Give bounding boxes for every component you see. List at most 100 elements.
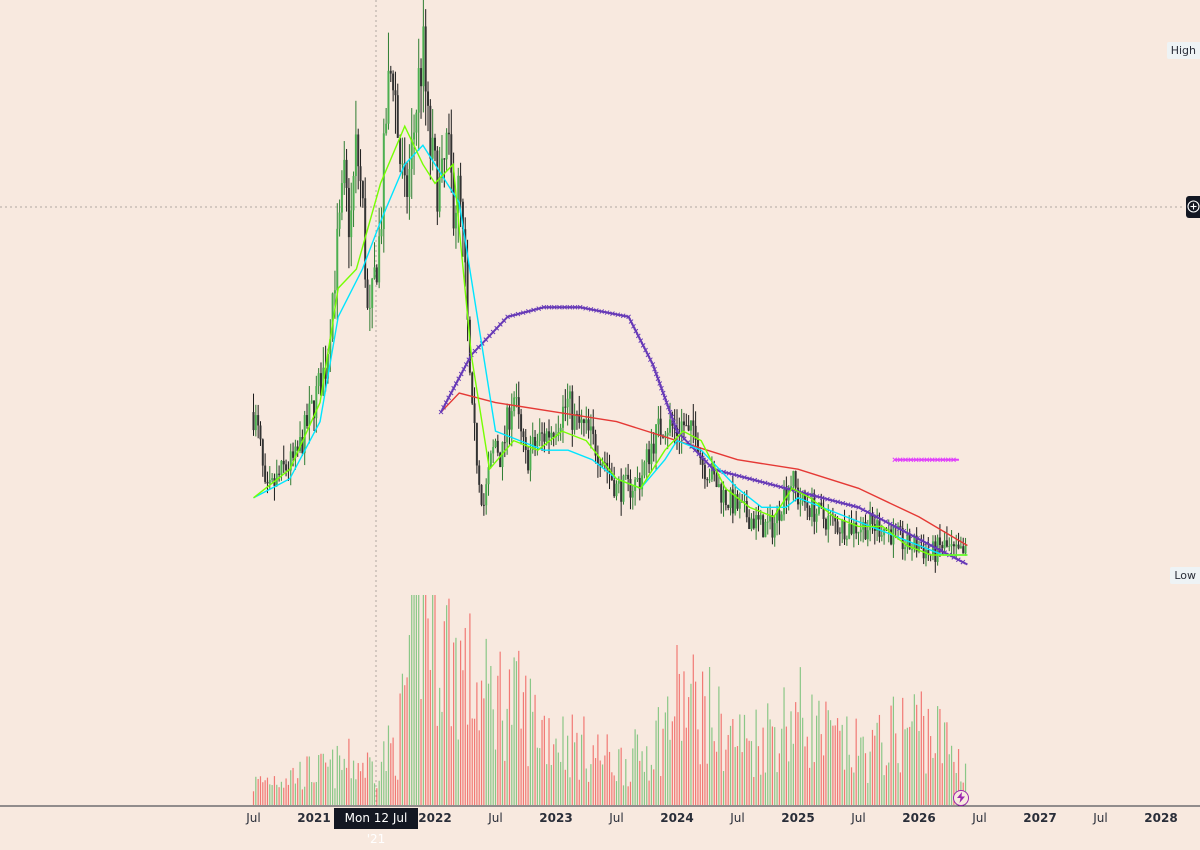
volume-bar	[557, 752, 559, 805]
volume-bar	[255, 776, 257, 805]
volume-bar	[783, 687, 785, 805]
volume-bar	[497, 675, 499, 805]
volume-bar	[604, 755, 606, 805]
indicator-marker	[915, 535, 920, 541]
indicator-marker	[901, 528, 907, 534]
volume-bar	[457, 739, 459, 805]
volume-bar	[795, 702, 797, 805]
volume-bar	[888, 762, 890, 805]
volume-bar	[711, 727, 713, 805]
volume-bar	[660, 776, 662, 805]
candle-body	[962, 546, 965, 554]
indicator-marker	[913, 457, 919, 463]
volume-bar	[334, 788, 336, 805]
volume-bar	[264, 780, 266, 805]
time-axis[interactable]: Jul 2021 2022 Jul 2023 Jul 2024 Jul 2025 Jul 2026 J…	[245, 811, 1177, 825]
candle-body	[792, 471, 795, 487]
candle-body	[259, 425, 262, 440]
candle-body	[308, 403, 311, 427]
volume-bar	[816, 715, 818, 805]
volume-bar	[311, 782, 313, 805]
volume-bar	[359, 771, 362, 805]
volume-bar	[913, 694, 915, 805]
volume-bar	[934, 753, 936, 805]
candle-body	[710, 465, 713, 480]
volume-bar	[806, 736, 808, 805]
volume-bar	[441, 711, 443, 805]
volume-bar	[534, 694, 536, 805]
volume-bar	[580, 734, 583, 805]
indicator-marker	[577, 304, 583, 310]
indicator-marker	[672, 424, 678, 429]
indicator-marker	[906, 531, 911, 536]
volume-bar	[555, 738, 557, 805]
indicator-marker	[510, 313, 516, 318]
volume-bar	[869, 751, 871, 805]
candle-body	[636, 477, 639, 480]
volume-bar	[506, 708, 508, 805]
candle-body	[424, 26, 427, 92]
candle-body	[748, 517, 751, 530]
time-axis-tick-label: Jul	[1092, 811, 1107, 825]
volume-bar	[285, 778, 287, 805]
candle-body	[797, 487, 799, 505]
indicator-marker	[887, 521, 893, 527]
indicator-marker	[628, 319, 634, 324]
candle-body	[361, 181, 364, 199]
candle-body	[871, 514, 874, 525]
candle-body	[550, 432, 553, 438]
indicator-marker	[664, 400, 669, 405]
volume-bar	[594, 758, 597, 805]
volume-bar	[453, 642, 455, 805]
volume-bar	[832, 725, 834, 805]
candle-body	[950, 544, 953, 547]
volume-bar	[836, 718, 839, 805]
candle-body	[566, 398, 569, 408]
volume-bar	[820, 734, 822, 805]
candle-body	[836, 521, 839, 533]
candle-body	[904, 547, 907, 550]
indicator-marker	[520, 310, 526, 316]
volume-bar	[632, 748, 634, 805]
candle-body	[806, 502, 809, 508]
volume-bar	[622, 785, 625, 805]
lightning-icon[interactable]	[953, 790, 969, 806]
volume-bar	[553, 744, 555, 805]
volume-bar	[725, 749, 727, 805]
volume-bar	[697, 729, 699, 805]
volume-bar	[834, 725, 836, 805]
candle-body	[855, 522, 858, 534]
time-axis-tick-label: 2026	[902, 811, 935, 825]
volume-bar	[753, 776, 755, 805]
volume-bar	[304, 786, 306, 805]
crosshair-add-button[interactable]	[1186, 196, 1200, 218]
candle-body	[918, 545, 920, 552]
candle-body	[410, 139, 413, 169]
volume-bar	[459, 640, 462, 805]
indicator-marker	[466, 357, 472, 363]
volume-bar	[492, 709, 494, 805]
volume-bar	[809, 767, 811, 805]
volume-bar	[271, 785, 273, 805]
candle-body	[731, 489, 734, 514]
candle-body	[829, 515, 832, 517]
volume-bar	[895, 733, 897, 805]
indicator-marker	[835, 499, 841, 505]
candle-body	[357, 134, 360, 167]
volume-bar	[390, 743, 392, 805]
candle-body	[601, 462, 604, 467]
indicator-marker	[830, 498, 835, 503]
volume-bar	[611, 772, 613, 805]
indicator-marker	[515, 311, 521, 317]
candle-body	[643, 462, 646, 476]
indicator-marker	[703, 459, 709, 464]
indicator-marker	[666, 404, 671, 410]
volume-bar	[825, 701, 827, 805]
price-chart[interactable]: Jul 2021 2022 Jul 2023 Jul 2024 Jul 2025 Jul 2026 J…	[0, 0, 1200, 831]
volume-bar	[906, 727, 908, 805]
indicator-marker	[924, 457, 930, 463]
candle-body	[471, 372, 474, 404]
volume-bar	[601, 764, 604, 805]
time-axis-tick-label: Jul	[850, 811, 865, 825]
volume-bar	[948, 754, 950, 805]
